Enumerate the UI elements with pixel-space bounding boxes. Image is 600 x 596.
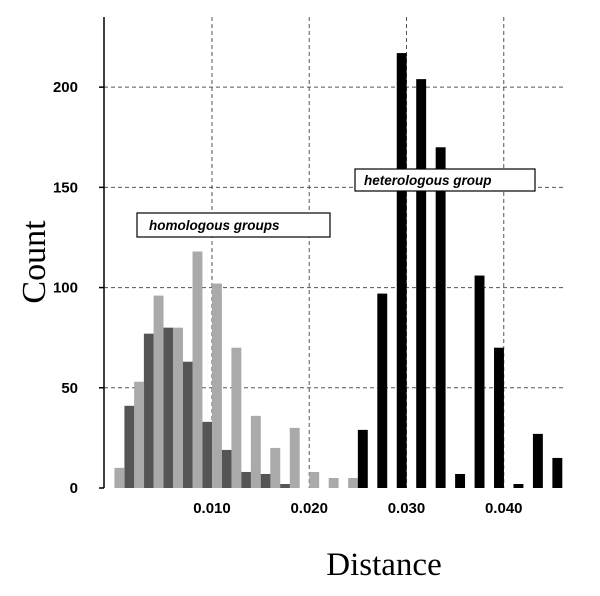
annotation-heterologous-text: heterologous group bbox=[364, 173, 492, 188]
bar bbox=[221, 449, 232, 488]
bar bbox=[377, 293, 388, 488]
bar bbox=[134, 381, 145, 488]
y-tick-label: 50 bbox=[61, 380, 78, 397]
annotation-heterologous: heterologous group bbox=[354, 168, 536, 192]
bar bbox=[173, 327, 183, 488]
bar bbox=[552, 457, 563, 488]
bar bbox=[348, 477, 359, 488]
annotation-homologous-text: homologous groups bbox=[149, 218, 280, 233]
bar bbox=[513, 483, 524, 488]
bar bbox=[250, 415, 261, 488]
tick-labels: 0 50 100 150 200 0.010 0.020 0.030 0.040 bbox=[53, 79, 523, 517]
bar bbox=[270, 447, 281, 488]
bar bbox=[182, 361, 193, 488]
x-tick-label: 0.010 bbox=[193, 500, 231, 517]
bar bbox=[260, 473, 271, 488]
bar bbox=[357, 429, 368, 488]
bar bbox=[163, 327, 174, 488]
bar bbox=[280, 483, 290, 488]
bar bbox=[474, 275, 485, 488]
y-tick-label: 100 bbox=[53, 280, 78, 297]
bar bbox=[416, 79, 427, 489]
bar bbox=[192, 251, 203, 488]
bar bbox=[309, 471, 320, 488]
annotation-homologous: homologous groups bbox=[136, 212, 331, 238]
x-tick-label: 0.020 bbox=[290, 500, 328, 517]
bar bbox=[494, 347, 504, 488]
bar bbox=[114, 467, 125, 488]
annotation-homologous-box bbox=[136, 212, 331, 238]
annotation-heterologous-box bbox=[354, 168, 536, 192]
x-tick-label: 0.040 bbox=[485, 500, 523, 517]
bar bbox=[211, 283, 222, 488]
y-tick-label: 200 bbox=[53, 79, 78, 96]
bars bbox=[114, 53, 563, 489]
bar bbox=[153, 295, 164, 488]
bar bbox=[202, 421, 213, 488]
bar bbox=[231, 347, 242, 488]
y-axis-title: Count bbox=[16, 220, 53, 304]
x-tick-label: 0.030 bbox=[388, 500, 426, 517]
x-axis-title: Distance bbox=[326, 547, 441, 583]
bar bbox=[124, 405, 135, 488]
bar bbox=[289, 427, 300, 488]
y-tick-label: 150 bbox=[53, 179, 78, 196]
bar bbox=[532, 433, 543, 488]
bar bbox=[455, 473, 466, 488]
bar bbox=[396, 53, 407, 488]
bar bbox=[328, 477, 339, 488]
bar bbox=[143, 333, 154, 488]
bar bbox=[435, 147, 446, 488]
bar bbox=[241, 471, 252, 488]
axes bbox=[99, 17, 105, 489]
y-tick-label: 0 bbox=[70, 480, 78, 497]
